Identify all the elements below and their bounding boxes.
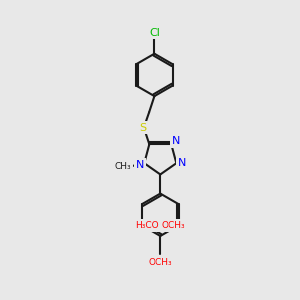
Text: N: N <box>172 136 180 146</box>
Text: OCH₃: OCH₃ <box>162 221 186 230</box>
Text: CH₃: CH₃ <box>115 162 131 171</box>
Text: Cl: Cl <box>149 28 160 38</box>
Text: OCH₃: OCH₃ <box>148 258 172 267</box>
Text: N: N <box>136 160 144 170</box>
Text: H₃CO: H₃CO <box>135 221 159 230</box>
Text: N: N <box>178 158 186 168</box>
Text: S: S <box>140 123 147 133</box>
